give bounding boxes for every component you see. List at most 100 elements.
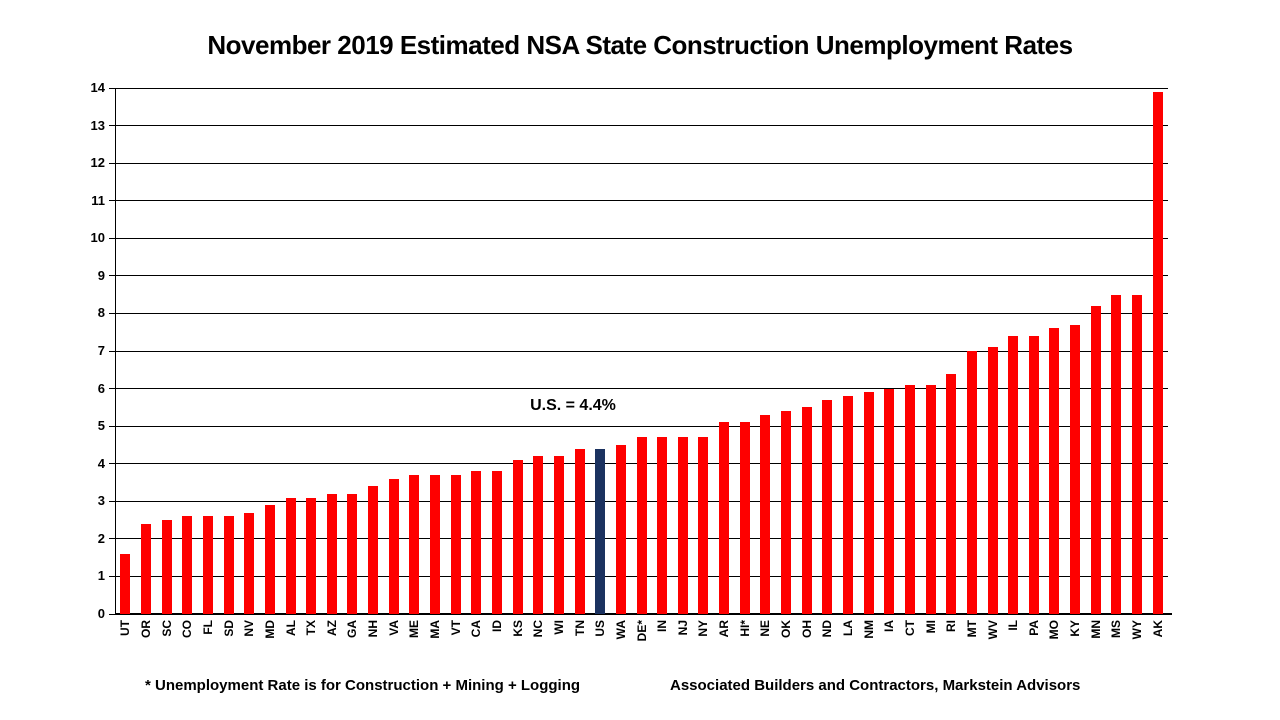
bar-MA <box>430 474 441 614</box>
x-axis-label-CT: CT <box>902 620 917 636</box>
chart-title: November 2019 Estimated NSA State Constr… <box>207 30 1073 60</box>
x-axis-label-WI: WI <box>551 620 566 635</box>
bar-CT <box>904 384 915 614</box>
bar-MO <box>1049 328 1060 614</box>
x-axis-label-NY: NY <box>696 620 711 637</box>
bar-UT <box>120 553 131 614</box>
x-axis-label-NJ: NJ <box>675 620 690 636</box>
x-axis-label-FL: FL <box>200 620 215 635</box>
bar-DE <box>636 437 647 614</box>
y-tick-4 <box>109 463 115 465</box>
y-axis-label-6: 6 <box>97 380 105 396</box>
y-tick-8 <box>109 312 115 314</box>
bar-MI <box>925 384 936 614</box>
x-axis-label-HI: HI* <box>737 620 752 637</box>
bar-NY <box>698 437 709 614</box>
y-axis-label-8: 8 <box>97 305 105 321</box>
bar-KY <box>1070 324 1081 614</box>
bar-MS <box>1111 294 1122 614</box>
y-axis-label-1: 1 <box>97 568 105 584</box>
bar-WI <box>553 456 564 614</box>
bar-US <box>595 448 606 614</box>
x-axis-label-IA: IA <box>882 620 897 632</box>
x-axis-label-IL: IL <box>1006 620 1021 631</box>
bar-CO <box>182 516 193 614</box>
bar-HI <box>739 422 750 614</box>
bar-ID <box>491 471 502 614</box>
bar-LA <box>842 396 853 614</box>
x-axis-label-OR: OR <box>138 620 153 638</box>
gridline-11 <box>115 200 1168 202</box>
y-axis-label-0: 0 <box>97 606 105 621</box>
y-tick-14 <box>109 87 115 89</box>
y-tick-3 <box>109 500 115 502</box>
bar-NE <box>760 414 771 614</box>
bar-WY <box>1132 294 1143 614</box>
gridline-9 <box>115 275 1168 277</box>
footnote-definition: * Unemployment Rate is for Construction … <box>145 677 581 694</box>
y-tick-9 <box>109 275 115 277</box>
y-tick-7 <box>109 350 115 352</box>
x-axis-label-GA: GA <box>345 620 360 638</box>
footnote-source: Associated Builders and Contractors, Mar… <box>670 677 1081 694</box>
bar-IA <box>884 388 895 614</box>
x-axis-label-IN: IN <box>655 620 670 632</box>
x-axis-label-MD: MD <box>262 620 277 639</box>
y-axis-label-13: 13 <box>90 117 105 133</box>
gridline-14 <box>115 87 1168 89</box>
gridline-10 <box>115 237 1168 239</box>
bar-AR <box>719 422 730 614</box>
x-axis-label-MI: MI <box>923 620 938 634</box>
bar-MD <box>264 505 275 614</box>
y-axis-line <box>115 88 116 614</box>
x-axis-label-ND: ND <box>820 620 835 638</box>
y-tick-0 <box>109 613 115 615</box>
bar-ME <box>409 474 420 614</box>
x-axis-label-US: US <box>593 620 608 637</box>
x-axis-label-SC: SC <box>159 620 174 637</box>
x-axis-label-TN: TN <box>572 620 587 636</box>
bar-PA <box>1028 335 1039 614</box>
y-tick-6 <box>109 388 115 390</box>
x-axis-label-PA: PA <box>1026 620 1041 636</box>
bar-OK <box>781 411 792 614</box>
x-axis-label-NV: NV <box>242 620 257 637</box>
y-axis-label-12: 12 <box>90 155 105 171</box>
x-axis-label-DE: DE* <box>634 620 649 642</box>
gridline-8 <box>115 312 1168 314</box>
x-axis-line <box>115 613 1172 615</box>
x-axis-label-AZ: AZ <box>324 620 339 636</box>
y-axis-label-7: 7 <box>97 343 105 358</box>
x-axis-label-AK: AK <box>1150 620 1165 638</box>
bar-VT <box>450 474 461 614</box>
bar-NJ <box>677 437 688 614</box>
y-tick-5 <box>109 425 115 427</box>
x-axis-label-RI: RI <box>944 620 959 632</box>
x-axis-label-VA: VA <box>386 620 401 636</box>
x-axis-label-AL: AL <box>283 620 298 636</box>
gridline-12 <box>115 162 1168 164</box>
x-axis-label-ME: ME <box>407 620 422 638</box>
x-axis-label-KS: KS <box>510 620 525 637</box>
bar-TN <box>574 448 585 614</box>
bar-NC <box>533 456 544 614</box>
bar-RI <box>946 373 957 614</box>
x-axis-label-MO: MO <box>1047 620 1062 640</box>
bar-NV <box>244 512 255 614</box>
bar-SD <box>223 516 234 614</box>
y-tick-1 <box>109 575 115 577</box>
x-axis-label-LA: LA <box>840 620 855 636</box>
x-axis-label-OH: OH <box>799 620 814 638</box>
x-axis-label-VT: VT <box>448 620 463 636</box>
y-axis-label-10: 10 <box>90 230 105 246</box>
y-tick-10 <box>109 237 115 239</box>
x-axis-label-MT: MT <box>964 620 979 638</box>
bar-FL <box>202 516 213 614</box>
gridline-5 <box>115 425 1168 427</box>
bar-TX <box>306 497 317 614</box>
bar-OR <box>140 523 151 614</box>
x-axis-label-NE: NE <box>758 620 773 637</box>
x-axis-label-NC: NC <box>531 620 546 638</box>
x-axis-label-UT: UT <box>118 620 133 636</box>
